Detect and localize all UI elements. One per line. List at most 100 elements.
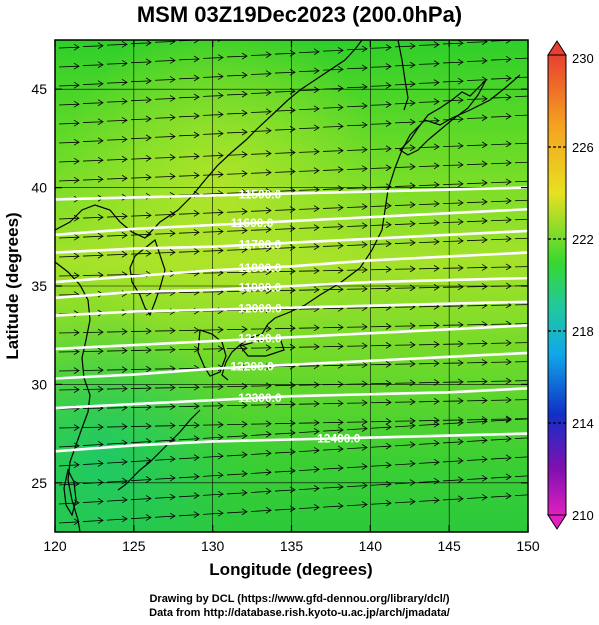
wind-arrowheads (73, 377, 512, 393)
wind-vector-row (58, 218, 528, 239)
coastline-sakhalin (397, 40, 409, 111)
wind-vector-row (58, 57, 528, 87)
contour-label: 11500.0 (239, 187, 282, 201)
contour-line (55, 276, 528, 300)
height-contours: 11500.0 11600.0 11700.0 11800.0 11900.0 12000… (55, 186, 528, 453)
wind-arrowheads (73, 416, 512, 450)
x-tick-label: 140 (359, 538, 383, 554)
contour-line (55, 251, 528, 284)
contour-line (55, 324, 528, 351)
colorbar-label: 222 (572, 232, 594, 247)
y-tick-label: 35 (31, 278, 47, 294)
wind-arrowheads (73, 93, 512, 127)
wind-arrowheads (73, 473, 512, 507)
contour-line (55, 207, 528, 237)
wind-arrowheads (73, 112, 512, 146)
wind-arrowheads (73, 40, 243, 51)
y-axis-title: Latitude (degrees) (3, 212, 22, 359)
wind-arrowheads (73, 235, 512, 260)
coastline-asia-mainland (55, 40, 363, 239)
coastline-korea (129, 238, 166, 317)
y-tick-label: 40 (31, 180, 47, 196)
coastline-taiwan (63, 468, 77, 517)
x-tick-label: 145 (437, 538, 461, 554)
credit-drawing: Drawing by DCL (https://www.gfd-dennou.o… (149, 593, 450, 605)
coastline-kyushu-shikoku (197, 329, 285, 377)
colorbar-labels: 230 226 222 218 214 210 (548, 51, 594, 523)
credits: Drawing by DCL (https://www.gfd-dennou.o… (0, 592, 599, 620)
wind-arrowheads (73, 74, 512, 108)
contour-label: 12000.0 (238, 301, 282, 315)
coastline-ryukyu (117, 409, 201, 491)
wind-arrowheads (73, 415, 512, 431)
wind-vector-row (58, 323, 528, 334)
wind-vector-row (58, 95, 528, 125)
x-tick-label: 130 (201, 538, 225, 554)
wind-arrowheads (73, 492, 512, 526)
y-tick-label: 45 (31, 81, 47, 97)
colorbar-body (547, 54, 567, 516)
x-tick-label: 135 (280, 538, 304, 554)
colorbar-bottom-arrow (547, 514, 567, 530)
contour-line (55, 229, 528, 254)
wind-vector-row (58, 40, 517, 68)
colorbar-label: 218 (572, 324, 594, 339)
x-axis-title: Longitude (degrees) (209, 560, 372, 579)
wind-vector-row (58, 342, 528, 353)
wind-vector-row (58, 199, 528, 220)
colorbar-top-arrow (547, 40, 567, 56)
credit-data: Data from http://database.rish.kyoto-u.a… (149, 607, 450, 619)
contour-line (55, 387, 528, 410)
wind-vector-row (58, 40, 200, 49)
wind-vector-row (58, 494, 528, 524)
colorbar: 230 226 222 218 214 210 (547, 40, 594, 530)
contour-label: 11700.0 (239, 237, 282, 251)
wind-vector-row (58, 399, 528, 410)
contour-line (55, 432, 528, 453)
x-tick-label: 120 (43, 538, 67, 554)
colorbar-label: 210 (572, 508, 594, 523)
wind-vector-row (58, 456, 528, 486)
wind-vector-row (58, 475, 528, 505)
x-tick-label: 150 (516, 538, 540, 554)
contour-label: 12400.0 (317, 431, 361, 445)
contour-label: 11600.0 (231, 216, 274, 230)
colorbar-label: 214 (572, 416, 594, 431)
wind-vector-row (58, 142, 528, 163)
wind-arrowheads (73, 454, 512, 488)
wind-vector-row (58, 114, 528, 144)
axis-ticks: 120 125 130 135 140 145 150 25 30 35 40 45 (31, 40, 540, 554)
wind-vector-row (58, 437, 528, 467)
contour-label: 11800.0 (239, 261, 282, 275)
contour-label: 12200.0 (230, 360, 274, 374)
wind-vector-row (58, 161, 528, 182)
wind-vector-row (58, 418, 528, 448)
wind-arrowheads (73, 339, 512, 355)
coastline-hokkaido (399, 79, 487, 156)
y-tick-label: 30 (31, 376, 47, 392)
contour-line (55, 300, 528, 317)
wind-vector-row (58, 418, 528, 429)
contour-label: 12100.0 (238, 332, 282, 346)
wind-arrowheads (73, 40, 512, 70)
coastline-japan (221, 74, 521, 381)
colorbar-label: 226 (572, 140, 594, 155)
contour-label: 11900.0 (239, 281, 282, 295)
colorbar-label: 230 (572, 51, 594, 66)
wind-vector-row (58, 380, 528, 391)
wind-arrowheads (73, 320, 512, 336)
wind-arrowheads (73, 140, 512, 165)
wind-arrowheads (73, 197, 512, 222)
wind-vector-row (58, 76, 528, 106)
wind-vector-row (58, 237, 528, 258)
y-tick-label: 25 (31, 475, 47, 491)
wind-vectors (58, 40, 528, 526)
wind-arrowheads (73, 435, 512, 469)
contour-label: 12300.0 (238, 391, 282, 405)
wind-arrowheads (73, 216, 512, 241)
contour-line (55, 351, 528, 380)
x-tick-label: 125 (122, 538, 146, 554)
chart-title: MSM 03Z19Dec2023 (200.0hPa) (136, 2, 463, 27)
contour-line (55, 186, 528, 201)
